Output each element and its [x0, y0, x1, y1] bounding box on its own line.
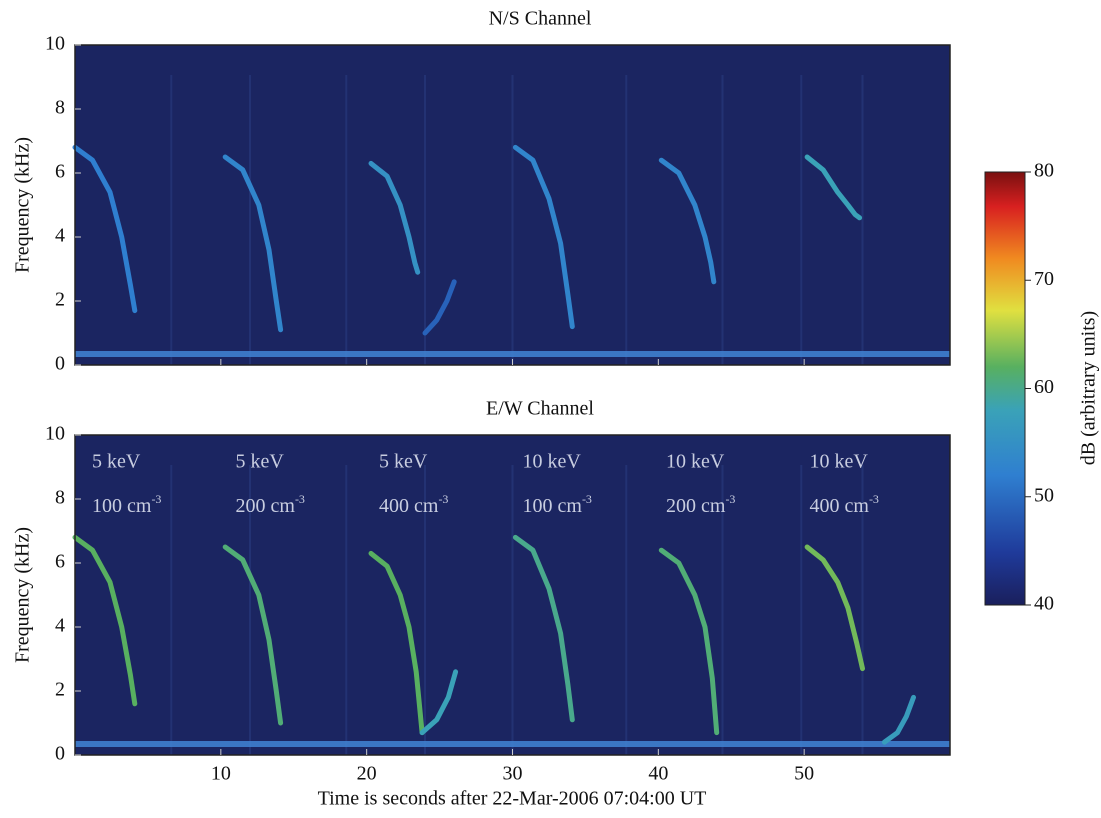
annotation-density: 100 cm-3 — [92, 492, 161, 517]
x-tick-label: 50 — [794, 763, 814, 785]
density-text: 400 cm — [810, 495, 870, 517]
whistler-trace — [804, 544, 865, 672]
annotation-density: 400 cm-3 — [810, 492, 879, 517]
density-exponent: -3 — [295, 492, 305, 506]
y-tick-label: 8 — [55, 487, 65, 509]
y-axis-label: Frequency (kHz) — [12, 527, 34, 663]
y-tick-label: 6 — [55, 161, 65, 183]
x-axis-label: Time is seconds after 22-Mar-2006 07:04:… — [318, 788, 707, 810]
y-tick-label: 6 — [55, 551, 65, 573]
whistler-trace — [658, 547, 720, 736]
y-tick-label: 0 — [55, 353, 65, 375]
whistler-trace — [222, 154, 284, 333]
annotation-density: 400 cm-3 — [379, 492, 448, 517]
whistler-trace — [368, 550, 425, 736]
annotation-density: 200 cm-3 — [666, 492, 735, 517]
y-tick-label: 8 — [55, 97, 65, 119]
whistler-trace — [419, 669, 459, 736]
whistler-trace — [222, 544, 284, 726]
colorbar-tick-label: 60 — [1034, 376, 1054, 398]
y-tick-label: 10 — [45, 423, 65, 445]
noise-floor — [75, 351, 950, 357]
density-exponent: -3 — [869, 492, 879, 506]
y-tick-label: 10 — [45, 33, 65, 55]
density-exponent: -3 — [582, 492, 592, 506]
annotation-energy: 10 keV — [666, 451, 725, 473]
y-tick-label: 0 — [55, 743, 65, 765]
colorbar-label: dB (arbitrary units) — [1078, 311, 1100, 465]
y-tick-label: 4 — [55, 225, 65, 247]
panel-title: E/W Channel — [486, 398, 594, 420]
y-tick-label: 2 — [55, 289, 65, 311]
density-exponent: -3 — [151, 492, 161, 506]
density-text: 200 cm — [666, 495, 726, 517]
y-tick-label: 2 — [55, 679, 65, 701]
whistler-trace — [368, 160, 421, 275]
density-text: 200 cm — [236, 495, 296, 517]
x-tick-label: 20 — [357, 763, 377, 785]
density-text: 100 cm — [523, 495, 583, 517]
density-text: 100 cm — [92, 495, 152, 517]
annotation-density: 200 cm-3 — [236, 492, 305, 517]
colorbar-tick-label: 50 — [1034, 484, 1054, 506]
y-tick-label: 4 — [55, 615, 65, 637]
annotation-energy: 5 keV — [236, 451, 285, 473]
x-tick-label: 30 — [503, 763, 523, 785]
panel-title: N/S Channel — [489, 8, 592, 30]
annotation-energy: 5 keV — [379, 451, 428, 473]
density-exponent: -3 — [438, 492, 448, 506]
annotation-energy: 10 keV — [523, 451, 582, 473]
colorbar-tick-label: 80 — [1034, 160, 1054, 182]
density-exponent: -3 — [725, 492, 735, 506]
whistler-trace — [658, 157, 717, 285]
annotation-energy: 5 keV — [92, 451, 141, 473]
whistler-trace — [72, 534, 138, 707]
colorbar-tick-label: 70 — [1034, 268, 1054, 290]
noise-floor — [75, 741, 950, 747]
whistler-trace — [804, 154, 863, 221]
x-tick-label: 40 — [648, 763, 668, 785]
colorbar — [984, 171, 1026, 606]
annotation-energy: 10 keV — [810, 451, 869, 473]
whistler-trace — [512, 534, 575, 723]
colorbar-tick-label: 40 — [1034, 593, 1054, 615]
annotation-density: 100 cm-3 — [523, 492, 592, 517]
whistler-trace — [422, 279, 457, 336]
y-axis-label: Frequency (kHz) — [12, 137, 34, 273]
density-text: 400 cm — [379, 495, 439, 517]
whistler-trace — [512, 144, 575, 330]
whistler-trace — [881, 694, 916, 745]
x-tick-label: 10 — [211, 763, 231, 785]
whistler-trace — [72, 144, 138, 314]
